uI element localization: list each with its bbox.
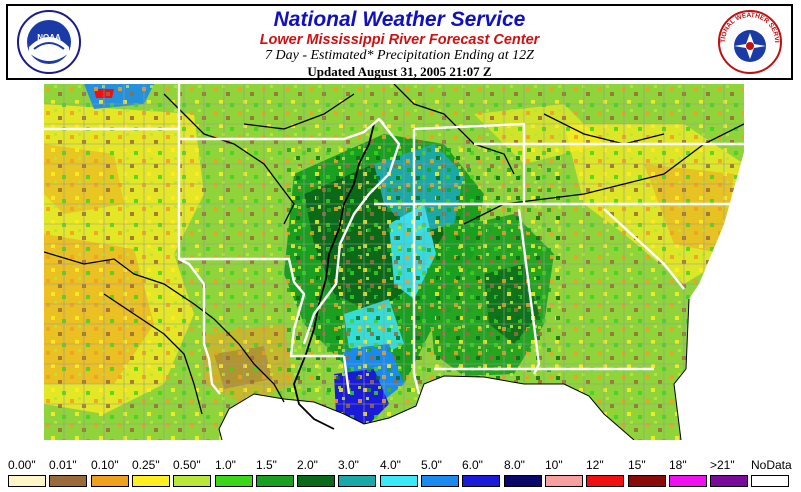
legend-label: 10": [545, 458, 563, 472]
mississippi-river: [293, 123, 375, 430]
legend-swatch: [462, 475, 500, 487]
legend-swatch: [215, 475, 253, 487]
legend-swatch: [338, 475, 376, 487]
atlantic-coastline: [673, 298, 690, 440]
legend-label: 0.25": [132, 458, 160, 472]
legend-label: 3.0": [338, 458, 359, 472]
precipitation-map: [44, 84, 744, 440]
legend-label: 1.5": [256, 458, 277, 472]
legend-label: 8.0": [504, 458, 525, 472]
legend-label: 0.01": [49, 458, 77, 472]
noaa-logo: NOAA: [17, 10, 81, 74]
legend-swatch: [91, 475, 129, 487]
legend-swatch: [49, 475, 87, 487]
state-borders: [44, 84, 744, 395]
legend-swatch: [545, 475, 583, 487]
page-title: National Weather Service: [273, 8, 526, 31]
legend-label: 6.0": [462, 458, 483, 472]
legend-label: 18": [669, 458, 687, 472]
updated-timestamp: Updated August 31, 2005 21:07 Z: [307, 64, 492, 79]
legend-label: 1.0": [215, 458, 236, 472]
legend-swatch: [173, 475, 211, 487]
header-banner: NOAA National Weather Service Lower Miss…: [6, 4, 793, 80]
legend-swatch: [256, 475, 294, 487]
legend-swatch: [710, 475, 748, 487]
legend-label: 5.0": [421, 458, 442, 472]
legend-swatch: [8, 475, 46, 487]
legend-swatch: [586, 475, 624, 487]
precipitation-legend: 0.00" 0.01" 0.10" 0.25" 0.50" 1.0" 1.5" 2.0" 3.0…: [8, 458, 795, 490]
legend-label: 2.0": [297, 458, 318, 472]
coastline: [218, 375, 635, 440]
legend-swatch: [751, 475, 789, 487]
nws-logo: NATIONAL WEATHER SERVICE: [717, 9, 782, 74]
legend-label: 12": [586, 458, 604, 472]
legend-swatch: [504, 475, 542, 487]
legend-label: 4.0": [380, 458, 401, 472]
legend-label: 0.10": [91, 458, 119, 472]
product-description: 7 Day - Estimated* Precipitation Ending …: [265, 48, 534, 63]
legend-label: 15": [628, 458, 646, 472]
legend-swatch: [628, 475, 666, 487]
legend-swatch: [132, 475, 170, 487]
rivers: [44, 84, 744, 415]
legend-label: >21": [710, 458, 735, 472]
noaa-logo-text: NOAA: [37, 33, 61, 42]
legend-label: 0.00": [8, 458, 36, 472]
legend-swatch: [421, 475, 459, 487]
legend-label: 0.50": [173, 458, 201, 472]
legend-swatch: [380, 475, 418, 487]
legend-swatch: [297, 475, 335, 487]
legend-label: NoData: [751, 458, 792, 472]
legend-swatch: [669, 475, 707, 487]
page-subtitle: Lower Mississippi River Forecast Center: [259, 32, 540, 48]
